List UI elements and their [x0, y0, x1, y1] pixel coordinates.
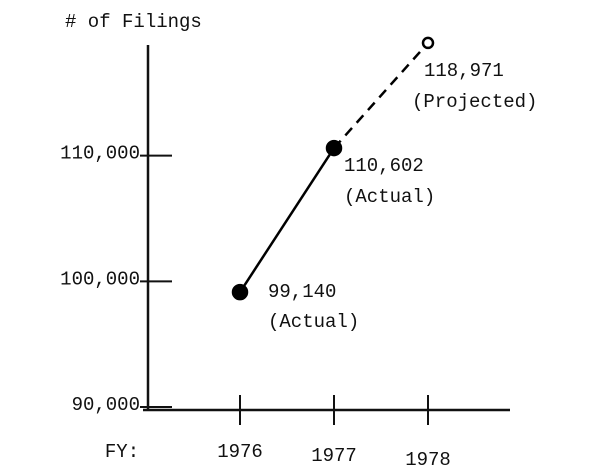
- point-note: (Projected): [412, 91, 537, 113]
- x-tick-label: 1978: [405, 449, 451, 471]
- line-segment: [238, 147, 336, 293]
- x-axis-label: FY:: [105, 441, 139, 463]
- point: [421, 36, 435, 50]
- y-tick-label: 110,000: [60, 143, 140, 165]
- point-note: (Actual): [344, 186, 435, 208]
- value-label: 99,140: [268, 281, 336, 303]
- point-note: (Actual): [268, 311, 359, 333]
- value-label: 118,971: [424, 60, 504, 82]
- point: [231, 283, 249, 301]
- x-tick-label: 1977: [311, 445, 357, 467]
- chart-title: # of Filings: [65, 11, 202, 33]
- x-tick-label: 1976: [217, 441, 263, 463]
- line-segment: [333, 42, 429, 149]
- value-label: 110,602: [344, 155, 424, 177]
- y-tick-label: 100,000: [60, 268, 140, 290]
- y-tick-label: 90,000: [72, 394, 140, 416]
- point: [325, 139, 343, 157]
